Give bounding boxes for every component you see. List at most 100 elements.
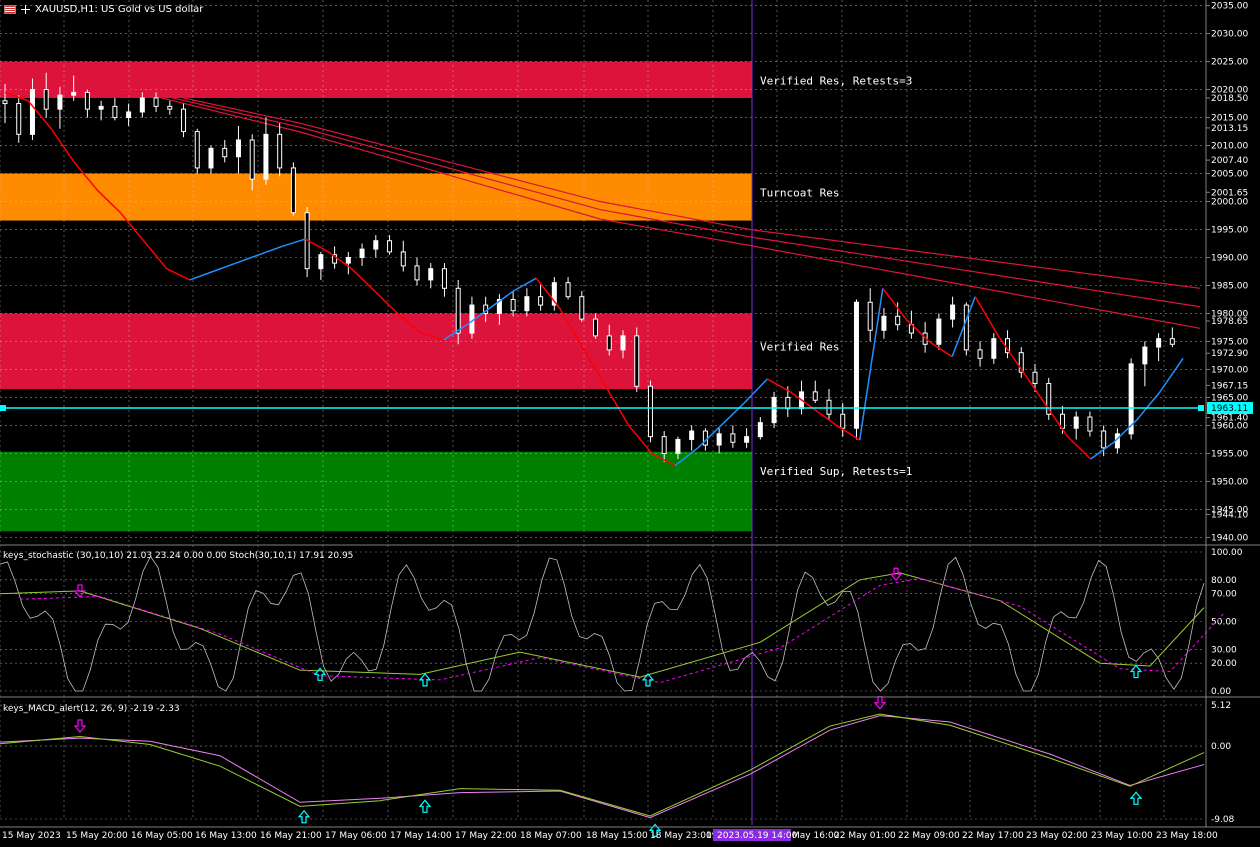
candle (606, 324, 612, 356)
candle-body (895, 315, 901, 326)
candle-body (716, 433, 722, 446)
flag-icon (4, 5, 16, 14)
candle (510, 291, 516, 317)
zigzag-segment (928, 340, 953, 358)
price-tick-label: 1995.00 (1211, 226, 1248, 236)
candle (373, 235, 379, 258)
zigzag-segment (720, 402, 745, 426)
price-tick-label: 2025.00 (1211, 58, 1248, 68)
macd-tick-label: -9.08 (1211, 815, 1235, 825)
macd-panel[interactable]: keys_MACD_alert(12, 26, 9) -2.19 -2.33 5.… (0, 696, 1235, 837)
stoch-tick-label: 0.00 (1211, 687, 1231, 697)
price-tick-label: 2035.00 (1211, 2, 1248, 12)
zigzag-segment (166, 268, 191, 281)
candle (455, 279, 461, 345)
candle-body (222, 147, 228, 158)
candle (1156, 333, 1162, 362)
candle (359, 243, 365, 266)
candle-body (359, 248, 365, 259)
macd-sell-arrow-icon (73, 719, 87, 733)
price-line-handle (1198, 405, 1204, 412)
candle (304, 207, 310, 278)
candle (799, 380, 805, 415)
candle (167, 100, 173, 115)
candle (565, 277, 571, 300)
candle-body (126, 111, 132, 119)
time-label: 15 May 20:00 (66, 831, 128, 841)
time-label: 18 May 23:00 (650, 831, 712, 841)
moving-average-0 (0, 86, 1201, 289)
crosshair-time-label: 2023.05.19 14:00 (717, 831, 798, 841)
zigzag-segment (628, 424, 653, 454)
time-label: 22 May 09:00 (898, 831, 960, 841)
candle (689, 425, 695, 451)
zigzag-segment (466, 307, 491, 326)
candle-body (812, 391, 818, 401)
candle-body (57, 94, 63, 110)
macd-sell-arrow-icon (873, 696, 887, 710)
candle (551, 277, 557, 311)
zigzag-segment (420, 332, 445, 341)
candle (853, 299, 859, 440)
zigzag-segment (558, 307, 584, 348)
candle (387, 235, 393, 255)
candle (84, 89, 90, 118)
candle-body (647, 385, 653, 438)
candle-body (867, 301, 873, 331)
candle (771, 391, 777, 429)
time-label: 16 May 13:00 (195, 831, 257, 841)
macd-tick-label: 0.00 (1211, 742, 1231, 752)
price-tick-label: 1965.00 (1211, 393, 1248, 403)
zigzag-segment (766, 378, 791, 393)
candle (757, 417, 763, 440)
price-tick-label: 1985.00 (1211, 281, 1248, 291)
zigzag-segment (4, 91, 29, 102)
time-label: 18 May 07:00 (520, 831, 582, 841)
candle (400, 240, 406, 272)
candle-body (936, 318, 942, 345)
macd-signal-line (0, 715, 1205, 819)
time-label: 23 May 02:00 (1026, 831, 1088, 841)
candle-body (977, 349, 983, 359)
candle-body (1128, 363, 1134, 435)
zigzag-segment (1067, 436, 1092, 460)
price-panel[interactable]: Verified Res, Retests=3 Turncoat Res Verif… (0, 0, 1204, 825)
time-label: 23 May 18:00 (1156, 831, 1218, 841)
price-tick-label: 1980.00 (1211, 309, 1248, 319)
candle-body (689, 430, 695, 440)
candle-body (1032, 371, 1038, 384)
candle-body (71, 91, 77, 96)
candle (235, 125, 241, 174)
candle-body (1156, 338, 1162, 348)
zigzag-segment (997, 335, 1023, 370)
candle (647, 380, 653, 443)
zigzag-segment (905, 318, 930, 343)
stoch-buy-arrow-icon (313, 667, 327, 681)
zigzag-segment (350, 268, 376, 292)
candle (826, 389, 832, 420)
macd-buy-arrow-icon (418, 799, 432, 813)
candle-body (538, 296, 544, 306)
candle (963, 302, 969, 356)
candle (2, 83, 8, 124)
candle-body (785, 396, 791, 410)
price-tick-label: 2001.65 (1211, 188, 1248, 198)
candle (744, 428, 750, 448)
price-tick-label: 1960.00 (1211, 421, 1248, 431)
stoch-signal-line (0, 572, 1205, 678)
zigzag-segment (512, 277, 537, 292)
price-tick-label: 2030.00 (1211, 30, 1248, 40)
stoch-sell-arrow-icon (73, 584, 87, 598)
candle-body (345, 257, 351, 264)
zigzag-segment (674, 447, 699, 467)
price-tick-label: 1967.15 (1211, 381, 1248, 391)
candle (139, 92, 145, 118)
time-label: 16 May 05:00 (131, 831, 193, 841)
candle-body (1087, 416, 1093, 432)
stochastic-panel[interactable]: keys_stochastic (30,10,10) 21.03 23.24 0… (0, 548, 1243, 697)
time-label: 17 May 22:00 (455, 831, 517, 841)
crosshair-icon[interactable] (20, 5, 31, 14)
price-tick-label: 2013.15 (1211, 124, 1248, 134)
candle-body (551, 282, 557, 306)
